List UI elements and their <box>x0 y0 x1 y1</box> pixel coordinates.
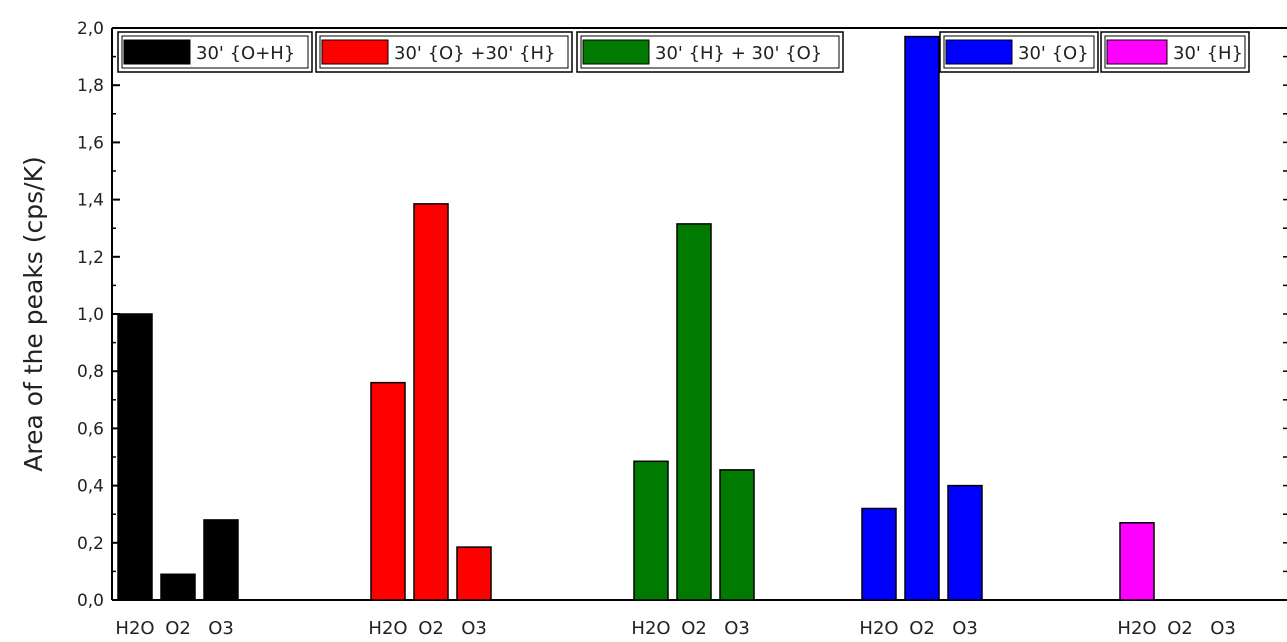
legend-label: 30' {H} <box>1173 43 1243 64</box>
y-tick-label: 1,2 <box>77 248 104 268</box>
x-category-label: H2O <box>115 618 154 639</box>
bars <box>117 35 1155 601</box>
x-category-label: O2 <box>909 618 935 639</box>
bar <box>947 484 983 601</box>
bar <box>1119 522 1155 601</box>
x-category-labels: H2O O2 O3 H2O O2 O3 H2O O2 O3 H2O O2 O3 H2O O2 O3 <box>115 618 1235 639</box>
bar <box>203 519 239 601</box>
bar <box>456 546 492 601</box>
legend-label: 30' {O} <box>1018 43 1089 64</box>
bar <box>413 203 449 601</box>
legend-label: 30' {O} +30' {H} <box>394 43 555 64</box>
legend-item-inner-frame <box>943 35 1095 69</box>
legend-item-inner-frame <box>121 35 309 69</box>
legend-item-inner-frame <box>319 35 569 69</box>
legend-swatch <box>123 39 191 65</box>
y-tick-label: 2,0 <box>77 19 104 39</box>
y-ticks: 0,0 0,2 0,4 0,6 0,8 1,0 1,2 1,4 1,6 1,8 2,0 <box>77 19 1287 611</box>
x-category-label: H2O <box>1117 618 1156 639</box>
x-category-label: H2O <box>631 618 670 639</box>
x-category-label: O2 <box>1167 618 1193 639</box>
legend-label: 30' {O+H} <box>196 43 295 64</box>
bar <box>676 223 712 601</box>
x-category-label: O2 <box>165 618 191 639</box>
bar <box>904 35 940 601</box>
y-tick-label: 1,8 <box>77 76 104 96</box>
x-category-label: O3 <box>208 618 234 639</box>
y-tick-label: 0,0 <box>77 591 104 611</box>
legend: 30' {O+H} 30' {O} +30' {H} 30' {H} + 30' {… <box>117 31 1250 73</box>
x-category-label: H2O <box>368 618 407 639</box>
y-axis-title: Area of the peaks (cps/K) <box>19 156 48 471</box>
bar <box>370 381 406 601</box>
bar <box>861 507 897 601</box>
bar <box>117 313 153 601</box>
legend-item-inner-frame <box>580 35 840 69</box>
x-category-label: O2 <box>418 618 444 639</box>
x-category-label: O3 <box>461 618 487 639</box>
y-tick-label: 0,8 <box>77 362 104 382</box>
bar <box>719 469 755 601</box>
legend-swatch <box>321 39 389 65</box>
y-tick-label: 1,6 <box>77 133 104 153</box>
legend-swatch <box>1106 39 1168 65</box>
y-tick-label: 0,4 <box>77 477 104 497</box>
legend-label: 30' {H} + 30' {O} <box>655 43 822 64</box>
y-tick-label: 1,4 <box>77 191 104 211</box>
y-tick-label: 0,6 <box>77 419 104 439</box>
x-category-label: H2O <box>859 618 898 639</box>
x-category-label: O3 <box>724 618 750 639</box>
legend-item-inner-frame <box>1104 35 1246 69</box>
bar <box>633 460 669 601</box>
y-tick-label: 0,2 <box>77 534 104 554</box>
x-category-label: O3 <box>1210 618 1236 639</box>
bar <box>160 573 196 601</box>
x-category-label: O2 <box>681 618 707 639</box>
legend-swatch <box>582 39 650 65</box>
x-category-label: O3 <box>952 618 978 639</box>
legend-swatch <box>945 39 1013 65</box>
y-tick-label: 1,0 <box>77 305 104 325</box>
